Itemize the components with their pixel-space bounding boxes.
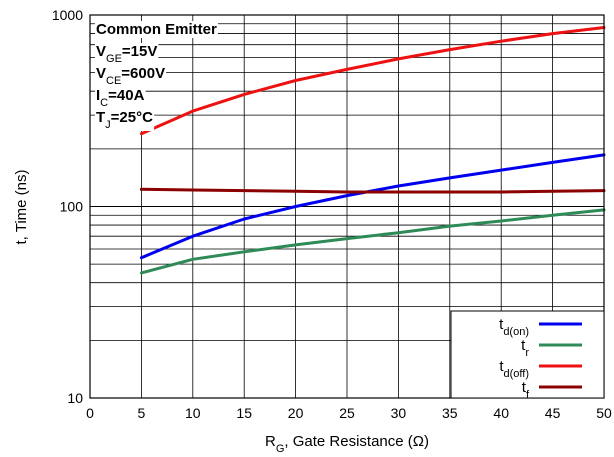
- condition-line: TJ=25°C: [96, 109, 153, 131]
- legend-label: tr: [521, 337, 529, 359]
- condition-subscript: J: [105, 119, 111, 131]
- y-tick-label: 10: [67, 390, 83, 406]
- condition-line: IC=40A: [96, 87, 145, 109]
- condition-line-background: [95, 87, 146, 109]
- condition-text: V: [96, 43, 106, 60]
- plot-frame: [89, 14, 605, 399]
- x-tick-label: 10: [185, 405, 201, 421]
- legend-label-sub: f: [526, 389, 530, 401]
- test-conditions: Common EmitterVGE=15VVCE=600VIC=40ATJ=25…: [95, 21, 219, 131]
- legend-label: td(on): [499, 316, 529, 338]
- x-axis-label-sub: G: [276, 443, 285, 455]
- condition-subscript: CE: [106, 75, 121, 87]
- condition-subscript: C: [100, 97, 108, 109]
- series-layer: [139, 26, 606, 275]
- series-line-r: [139, 208, 606, 275]
- legend-label: td(off): [499, 358, 529, 380]
- y-tick-label: 1000: [52, 7, 83, 23]
- x-tick-label: 40: [493, 405, 509, 421]
- legend-label-main: t: [499, 316, 504, 333]
- condition-line-background: [95, 43, 159, 65]
- y-tick-label: 100: [60, 199, 84, 215]
- x-tick-label: 15: [236, 405, 252, 421]
- x-tick-label: 0: [86, 405, 94, 421]
- legend-label-sub: r: [525, 347, 529, 359]
- series-line-f: [139, 187, 606, 194]
- condition-text: =600V: [121, 65, 165, 82]
- x-axis-label-main: R: [265, 433, 276, 450]
- condition-text: V: [96, 65, 106, 82]
- legend-label-sub: d(on): [503, 326, 529, 338]
- plot-border: [89, 14, 605, 399]
- condition-line-background: [95, 21, 219, 38]
- x-tick-label: 5: [138, 405, 146, 421]
- y-axis-label: t, Time (ns): [13, 169, 30, 244]
- condition-text: =15V: [122, 43, 157, 60]
- x-tick-label: 45: [545, 405, 561, 421]
- tick-labels: 0 5 10 15 20 25 30 35 40 45 50 10 100 1000: [52, 7, 612, 421]
- condition-line-background: [95, 65, 167, 87]
- condition-text: =40A: [108, 87, 144, 104]
- x-axis-label-rest: , Gate Resistance (Ω): [284, 433, 429, 450]
- x-tick-label: 25: [339, 405, 355, 421]
- condition-line: Common Emitter: [96, 21, 217, 38]
- condition-text: Common Emitter: [96, 21, 217, 38]
- condition-text: =25°C: [111, 109, 153, 126]
- legend-label-main: t: [499, 358, 504, 375]
- x-tick-label: 20: [288, 405, 304, 421]
- condition-subscript: GE: [106, 53, 122, 65]
- condition-text: I: [96, 87, 100, 104]
- condition-line: VGE=15V: [96, 43, 157, 65]
- condition-line-background: [95, 109, 155, 131]
- legend-label-main: t: [522, 379, 527, 396]
- condition-line: VCE=600V: [96, 65, 165, 87]
- legend-label-main: t: [521, 337, 526, 354]
- x-tick-label: 35: [442, 405, 458, 421]
- series-line-doff: [139, 26, 606, 136]
- x-axis-label: RG, Gate Resistance (Ω): [265, 433, 429, 455]
- x-tick-label: 50: [596, 405, 612, 421]
- legend-label-sub: d(off): [504, 368, 529, 380]
- x-tick-label: 30: [391, 405, 407, 421]
- condition-text: T: [96, 109, 105, 126]
- legend-label: tf: [522, 379, 530, 401]
